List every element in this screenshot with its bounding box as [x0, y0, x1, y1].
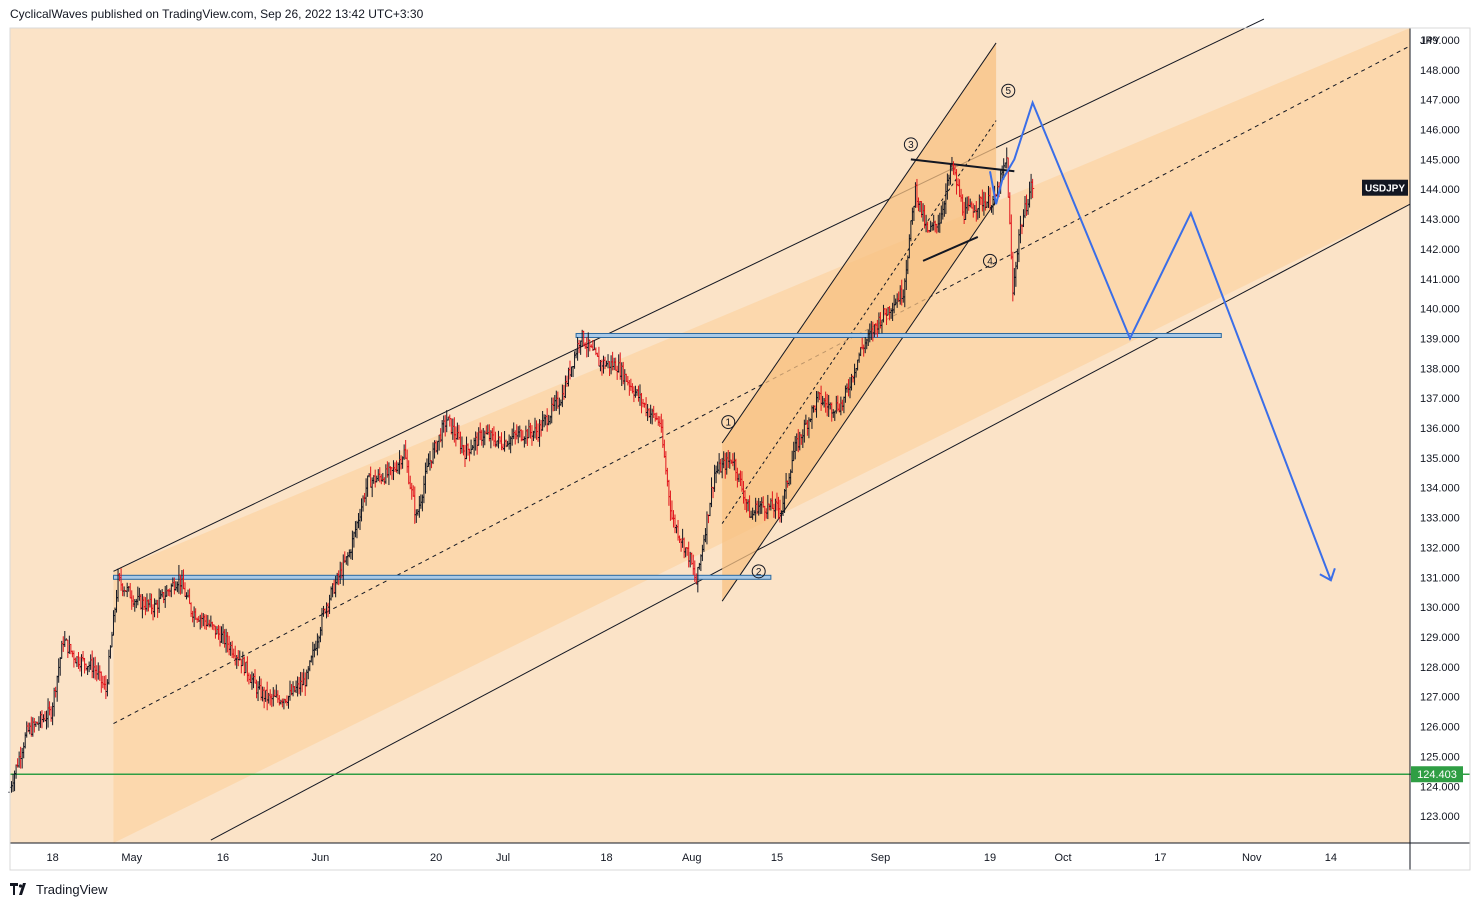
price-tick-label: 145.000: [1420, 154, 1460, 166]
wave-label-1[interactable]: 1: [721, 415, 736, 430]
main-channel-upper[interactable]: [113, 18, 1265, 572]
time-tick-label: 16: [217, 852, 229, 864]
chart-outer-border: [9, 27, 1471, 871]
projection-arrowhead: [1319, 567, 1336, 582]
wave-label-text: 5: [1005, 86, 1011, 97]
price-tick-label: 139.000: [1420, 333, 1460, 345]
price-tick-label: 143.000: [1420, 214, 1460, 226]
wave-labels-layer: 1 2 3 4 5: [721, 83, 1016, 579]
sub-channel-upper[interactable]: [721, 42, 997, 444]
wave-label-5[interactable]: 5: [1001, 83, 1016, 98]
price-tick-label: 126.000: [1420, 722, 1460, 734]
price-tick-label: 134.000: [1420, 483, 1460, 495]
currency-label: JPY: [1420, 35, 1441, 47]
price-tick-label: 148.000: [1420, 65, 1460, 77]
time-axis[interactable]: 18 May 16 Jun 20 Jul 18 Aug 15 Sep 19 Oct 17 Nov 14: [46, 852, 1337, 864]
footer: TradingView: [10, 880, 108, 898]
time-tick-label: 19: [984, 852, 996, 864]
publisher-header: CyclicalWaves published on TradingView.c…: [10, 7, 424, 21]
price-tick-label: 141.000: [1420, 274, 1460, 286]
price-tick-label: 129.000: [1420, 632, 1460, 644]
price-tick-label: 146.000: [1420, 125, 1460, 137]
time-tick-label: Jun: [312, 852, 330, 864]
time-tick-label: Jul: [496, 852, 510, 864]
price-tick-label: 135.000: [1420, 453, 1460, 465]
wave-label-text: 3: [908, 140, 914, 151]
price-tick-label: 144.000: [1420, 184, 1460, 196]
price-tick-label: 125.000: [1420, 751, 1460, 763]
time-tick-label: Aug: [682, 852, 702, 864]
time-tick-label: 15: [771, 852, 783, 864]
price-tick-label: 123.000: [1420, 811, 1460, 823]
price-tick-label: 133.000: [1420, 513, 1460, 525]
projection-path[interactable]: [989, 99, 1332, 581]
main-channel-lower[interactable]: [210, 203, 1411, 841]
wave-label-circle: [721, 415, 736, 430]
price-tick-label: 130.000: [1420, 602, 1460, 614]
price-tick-label: 132.000: [1420, 542, 1460, 554]
sub-channel-layer: [721, 42, 997, 602]
time-tick-label: 20: [430, 852, 442, 864]
sub-channel-fill: [722, 42, 997, 602]
price-tick-label: 147.000: [1420, 95, 1460, 107]
wave-label-circle: [751, 564, 766, 579]
price-tick-label: 127.000: [1420, 692, 1460, 704]
time-tick-label: Oct: [1054, 852, 1071, 864]
price-tick-label: 136.000: [1420, 423, 1460, 435]
support-level-0[interactable]: [112, 574, 772, 580]
time-tick-label: 18: [46, 852, 58, 864]
wave-label-text: 4: [987, 256, 993, 267]
support-level-1[interactable]: [575, 332, 1222, 338]
triangle-top-line[interactable]: [910, 158, 1015, 173]
price-tick-label: 128.000: [1420, 662, 1460, 674]
triangle-bottom-line[interactable]: [922, 236, 979, 262]
time-tick-label: Nov: [1242, 852, 1262, 864]
time-tick-label: 14: [1325, 852, 1337, 864]
price-tick-label: 149.000: [1420, 35, 1460, 47]
price-tick-label: 137.000: [1420, 393, 1460, 405]
price-tick-label: 138.000: [1420, 363, 1460, 375]
symbol-badge: [1362, 179, 1408, 196]
tradingview-logo-icon[interactable]: [10, 883, 30, 895]
price-tick-label: 124.000: [1420, 781, 1460, 793]
price-tick-label: 140.000: [1420, 304, 1460, 316]
projection-layer: [989, 99, 1336, 582]
green-level-badge-text: 124.403: [1417, 769, 1457, 781]
wave-label-circle: [983, 253, 997, 268]
green-level-badge: [1411, 766, 1463, 783]
wave-label-3[interactable]: 3: [903, 137, 918, 152]
time-tick-label: Sep: [871, 852, 891, 864]
wave-label-circle: [1001, 83, 1016, 98]
price-axis[interactable]: 149.000 148.000 147.000 146.000 145.000 144.0…: [1420, 35, 1460, 823]
levels-layer: [10, 158, 1470, 775]
candles-layer: [8, 147, 1035, 794]
axis-labels-layer: 124.403 USDJPY: [1362, 179, 1463, 783]
time-tick-label: 18: [600, 852, 612, 864]
price-tick-label: 142.000: [1420, 244, 1460, 256]
symbol-badge-text: USDJPY: [1365, 184, 1405, 195]
wave-label-circle: [903, 137, 918, 152]
wave-label-4[interactable]: 4: [983, 253, 997, 268]
time-tick-label: May: [121, 852, 142, 864]
footer-brand[interactable]: TradingView: [36, 881, 108, 897]
time-tick-label: 17: [1154, 852, 1166, 864]
wave-label-text: 2: [756, 567, 762, 578]
price-tick-label: 131.000: [1420, 572, 1460, 584]
sub-channel-lower[interactable]: [721, 200, 997, 602]
wave-label-text: 1: [725, 418, 731, 429]
wave-label-2[interactable]: 2: [751, 564, 766, 579]
